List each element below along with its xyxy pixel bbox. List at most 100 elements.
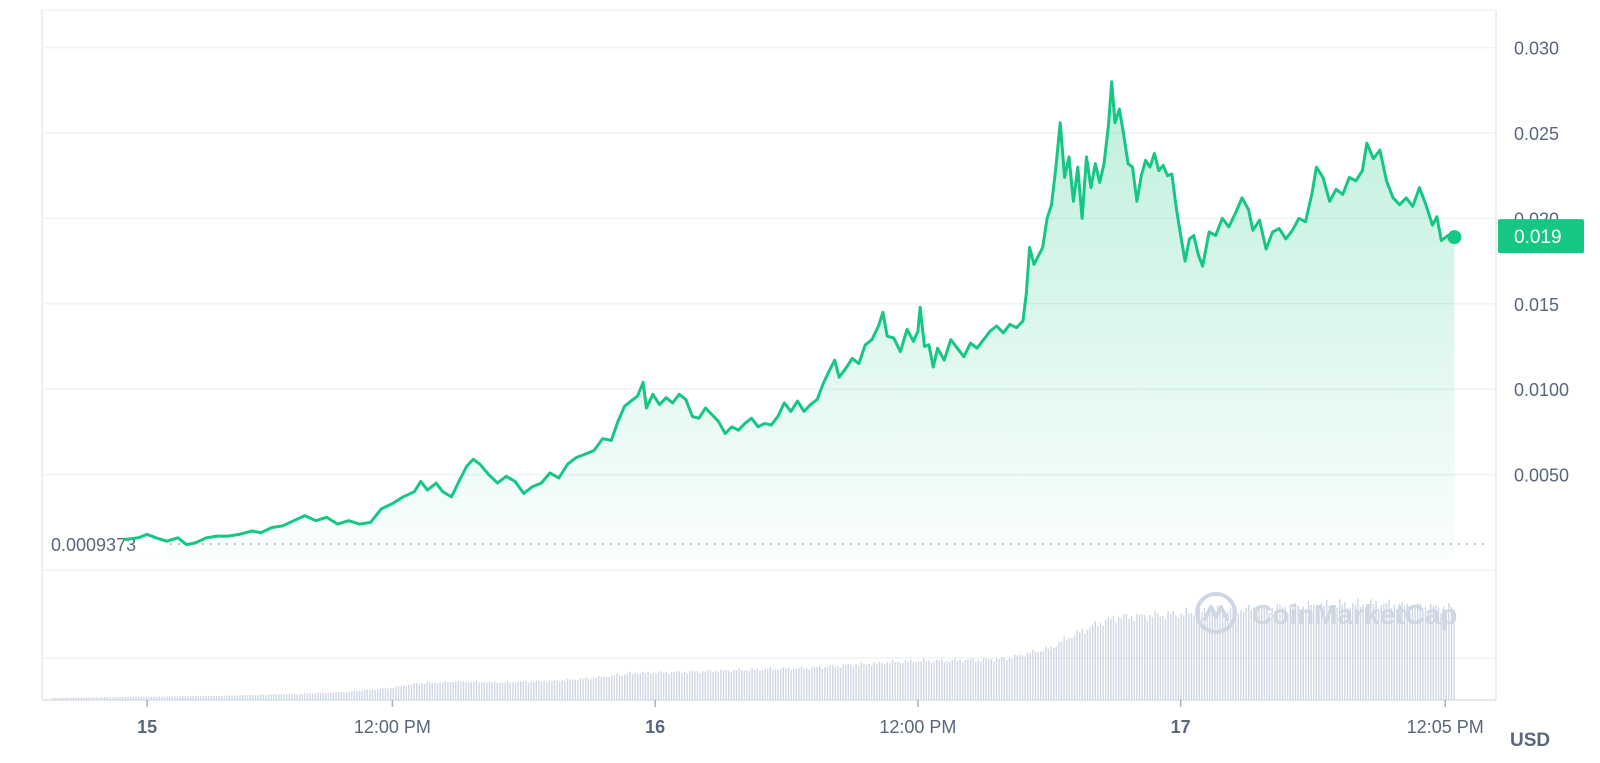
volume-bar: [1073, 635, 1076, 700]
volume-bar: [702, 670, 704, 700]
volume-bar: [715, 670, 717, 700]
volume-bar: [150, 696, 153, 700]
volume-bar: [1354, 604, 1356, 700]
volume-bar: [1229, 607, 1232, 700]
volume-bar: [470, 681, 472, 700]
volume-bar: [1136, 613, 1138, 700]
volume-bar: [865, 664, 868, 700]
volume-bar: [855, 664, 857, 700]
volume-bar: [1266, 605, 1268, 700]
volume-bar: [1328, 606, 1330, 700]
volume-bar: [413, 682, 415, 700]
volume-bar: [377, 689, 379, 700]
volume-bar: [1138, 614, 1141, 700]
volume-bar: [478, 682, 480, 700]
volume-bar: [1297, 605, 1299, 700]
volume-bar: [1302, 606, 1304, 700]
volume-bar: [124, 697, 127, 700]
volume-bar: [982, 658, 985, 700]
volume-bar: [254, 694, 257, 700]
volume-bar: [990, 659, 992, 700]
volume-bar: [1172, 610, 1174, 700]
volume-bar: [1159, 616, 1161, 700]
volume-bar: [1271, 607, 1273, 700]
volume-bar: [902, 663, 904, 700]
volume-bar: [678, 670, 680, 700]
volume-bar: [1123, 614, 1125, 700]
volume-bar: [286, 694, 288, 700]
volume-bar: [725, 670, 727, 700]
volume-bar: [270, 694, 272, 700]
volume-bar: [1118, 616, 1120, 700]
volume-bar: [709, 670, 712, 700]
volume-bar: [969, 659, 972, 700]
volume-bar: [668, 673, 670, 700]
volume-bar: [1414, 607, 1416, 700]
volume-bar: [416, 683, 418, 700]
volume-bar: [611, 674, 613, 700]
volume-bar: [228, 695, 231, 700]
volume-bar: [798, 667, 800, 700]
volume-bar: [1037, 652, 1039, 700]
volume-bar: [660, 671, 662, 700]
volume-bar: [881, 663, 883, 700]
volume-bar: [1341, 604, 1343, 700]
volume-bar: [543, 681, 545, 700]
volume-bar: [319, 693, 322, 700]
volume-bar: [572, 679, 574, 700]
volume-bar: [1242, 611, 1245, 700]
volume-bar: [226, 695, 228, 700]
volume-bar: [431, 682, 433, 700]
volume-bar: [1214, 611, 1216, 700]
volume-bar: [1250, 610, 1252, 700]
volume-bar: [379, 688, 381, 700]
volume-bar: [1357, 598, 1359, 700]
volume-bar: [1081, 628, 1083, 700]
volume-bar: [569, 679, 571, 700]
volume-bar: [1099, 622, 1102, 700]
volume-bar: [1154, 611, 1156, 700]
volume-bar: [462, 680, 465, 700]
volume-bar: [777, 669, 779, 700]
currency-label: USD: [1510, 730, 1550, 751]
volume-bar: [624, 674, 626, 700]
volume-bar: [1222, 609, 1224, 700]
volume-bar: [182, 696, 184, 700]
volume-bar: [1014, 654, 1016, 700]
volume-bar: [920, 661, 922, 700]
volume-bar: [410, 684, 413, 700]
volume-bar: [504, 682, 506, 700]
volume-bar: [434, 682, 436, 700]
volume-bar: [876, 663, 878, 700]
volume-bar: [257, 694, 259, 700]
volume-bar: [460, 681, 462, 700]
volume-bar: [839, 667, 842, 700]
volume-bar: [1359, 606, 1362, 700]
volume-bar: [291, 693, 293, 700]
volume-bar: [985, 658, 987, 700]
volume-bar: [52, 697, 54, 700]
volume-bar: [1253, 607, 1255, 700]
volume-bar: [720, 669, 722, 700]
volume-bar: [1404, 605, 1406, 700]
volume-bar: [1305, 609, 1307, 700]
volume-bar: [1261, 607, 1263, 700]
volume-bar: [1388, 599, 1390, 700]
volume-bar: [629, 671, 631, 700]
volume-bar: [1185, 607, 1187, 700]
volume-bar: [824, 666, 826, 700]
volume-bar: [878, 661, 881, 700]
volume-bar: [1079, 632, 1081, 700]
volume-bar: [972, 658, 974, 700]
volume-bar: [803, 669, 805, 700]
volume-bar: [553, 680, 556, 700]
volume-bar: [234, 695, 236, 700]
volume-bar: [340, 691, 342, 700]
volume-bar: [759, 670, 761, 700]
volume-bar: [1318, 610, 1320, 700]
volume-bar: [1011, 659, 1013, 700]
volume-bar: [1443, 606, 1445, 700]
volume-bar: [1344, 602, 1346, 700]
volume-bar: [75, 697, 77, 700]
